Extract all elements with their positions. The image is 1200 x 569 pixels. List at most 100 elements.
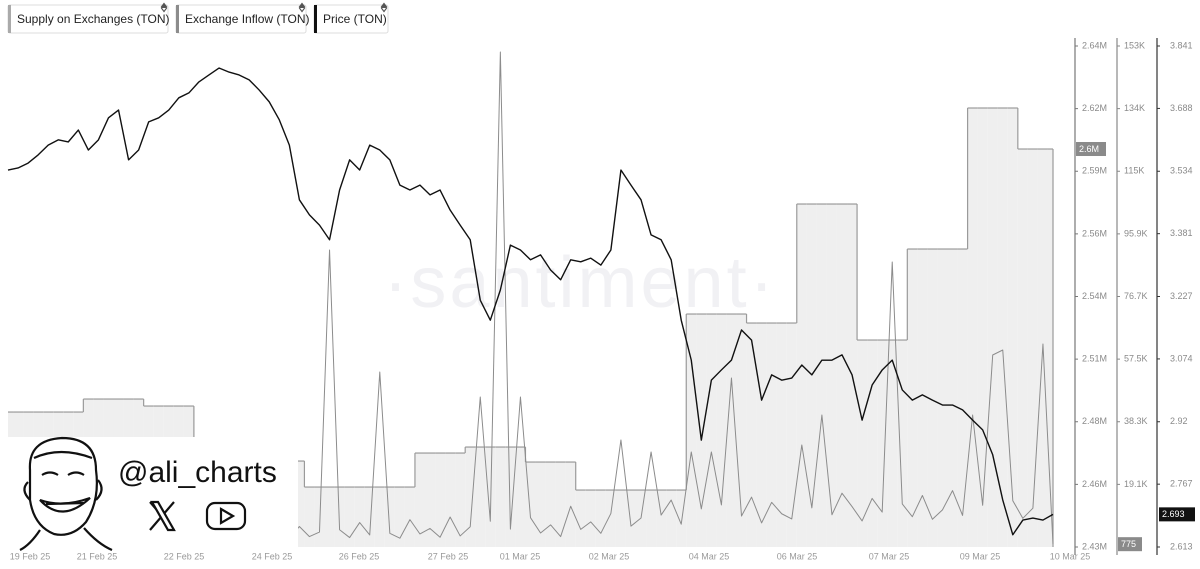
supply-step	[384, 487, 395, 547]
meme-face	[19, 436, 113, 552]
supply-step	[646, 490, 657, 547]
supply-step	[625, 490, 637, 547]
y-tick-label: 2.92	[1170, 416, 1188, 426]
x-tick-label: 27 Feb 25	[428, 551, 469, 561]
y-tick-label: 134K	[1124, 103, 1145, 113]
y-tick-label: 3.381	[1170, 228, 1193, 238]
supply-step	[545, 462, 556, 547]
legend-swatch[interactable]	[314, 5, 317, 33]
legend-item[interactable]: Price (TON)	[313, 2, 389, 34]
x-tick-label: 01 Mar 25	[500, 551, 541, 561]
supply-step	[786, 323, 797, 547]
supply-step	[445, 453, 456, 547]
y-tick-label: 3.688	[1170, 103, 1193, 113]
supply-step	[394, 487, 405, 547]
supply-step	[455, 453, 466, 547]
supply-step	[857, 340, 868, 547]
legend-swatch[interactable]	[8, 5, 11, 33]
legend-icon[interactable]	[298, 2, 306, 13]
legend-swatch[interactable]	[176, 5, 179, 33]
supply-step	[495, 447, 506, 547]
supply-step	[314, 487, 325, 547]
y-tick-label: 3.534	[1170, 166, 1193, 176]
current-value-label: 2.693	[1162, 509, 1185, 519]
x-tick-label: 02 Mar 25	[589, 551, 630, 561]
supply-step	[977, 108, 988, 547]
axes: 2.43M 2.46M 2.48M 2.51M 2.54M 2.56M 2.59M 2.62M…	[10, 38, 1195, 561]
supply-step	[364, 487, 375, 547]
legend-icon[interactable]	[160, 2, 168, 13]
supply-step	[565, 462, 576, 547]
supply-step	[1017, 149, 1028, 547]
supply-step	[595, 490, 606, 547]
supply-step	[746, 323, 757, 547]
supply-step	[525, 462, 536, 547]
supply-step	[424, 453, 436, 547]
supply-step	[907, 249, 918, 548]
supply-step	[937, 249, 948, 548]
supply-step	[716, 314, 727, 547]
supply-step	[324, 487, 335, 547]
legend[interactable]: Supply on Exchanges (TON) Exchange Inflow…	[7, 2, 389, 34]
y-tick-label: 38.3K	[1124, 416, 1148, 426]
legend-icon[interactable]	[380, 2, 388, 13]
supply-step	[304, 487, 315, 547]
author-badge: @ali_charts	[0, 436, 298, 552]
legend-label[interactable]: Exchange Inflow (TON)	[185, 12, 310, 26]
legend-item[interactable]: Supply on Exchanges (TON)	[7, 2, 170, 34]
legend-item[interactable]: Exchange Inflow (TON)	[175, 2, 310, 34]
supply-step	[897, 340, 908, 547]
supply-step	[796, 204, 807, 547]
legend-label[interactable]: Supply on Exchanges (TON)	[17, 12, 170, 26]
y-tick-label: 95.9K	[1124, 228, 1148, 238]
x-tick-label: 26 Feb 25	[339, 551, 380, 561]
current-value-box	[1118, 537, 1142, 552]
y-tick-label: 2.62M	[1082, 103, 1107, 113]
y-tick-label: 3.841	[1170, 40, 1193, 50]
y-tick-label: 153K	[1124, 40, 1145, 50]
author-handle: @ali_charts	[118, 456, 277, 489]
x-tick-label: 21 Feb 25	[77, 551, 118, 561]
supply-step	[947, 249, 958, 548]
supply-step	[354, 487, 365, 547]
supply-step	[535, 462, 546, 547]
x-tick-label: 09 Mar 25	[960, 551, 1001, 561]
supply-step	[736, 314, 747, 547]
supply-step	[435, 453, 446, 547]
x-tick-label: 04 Mar 25	[689, 551, 730, 561]
supply-step	[575, 490, 586, 547]
x-tick-label: 10 Mar 25	[1050, 551, 1091, 561]
y-tick-label: 19.1K	[1124, 479, 1148, 489]
x-tick-label: 07 Mar 25	[869, 551, 910, 561]
x-icon	[149, 500, 176, 532]
y-tick-label: 2.51M	[1082, 354, 1107, 364]
watermark: ·santiment·	[383, 243, 776, 323]
supply-step	[726, 314, 737, 547]
supply-step	[917, 249, 928, 548]
supply-step	[836, 204, 848, 547]
current-value-label: 2.6M	[1079, 144, 1099, 154]
x-tick-label: 24 Feb 25	[252, 551, 293, 561]
y-tick-label: 2.64M	[1082, 40, 1107, 50]
supply-step	[404, 487, 415, 547]
supply-step	[656, 490, 667, 547]
x-tick-label: 19 Feb 25	[10, 551, 51, 561]
supply-step	[1007, 108, 1018, 547]
supply-step	[957, 249, 968, 548]
y-tick-label: 3.227	[1170, 291, 1193, 301]
y-tick-label: 2.48M	[1082, 416, 1107, 426]
supply-step	[887, 340, 898, 547]
legend-label[interactable]: Price (TON)	[323, 12, 387, 26]
y-tick-label: 2.767	[1170, 479, 1193, 489]
current-value-box	[1076, 142, 1106, 157]
y-tick-label: 2.59M	[1082, 166, 1107, 176]
supply-step	[826, 204, 837, 547]
supply-step	[615, 490, 626, 547]
supply-step	[877, 340, 888, 547]
supply-step	[706, 314, 717, 547]
supply-step	[666, 490, 677, 547]
supply-step	[515, 447, 526, 547]
x-tick-label: 06 Mar 25	[777, 551, 818, 561]
supply-step	[605, 490, 616, 547]
